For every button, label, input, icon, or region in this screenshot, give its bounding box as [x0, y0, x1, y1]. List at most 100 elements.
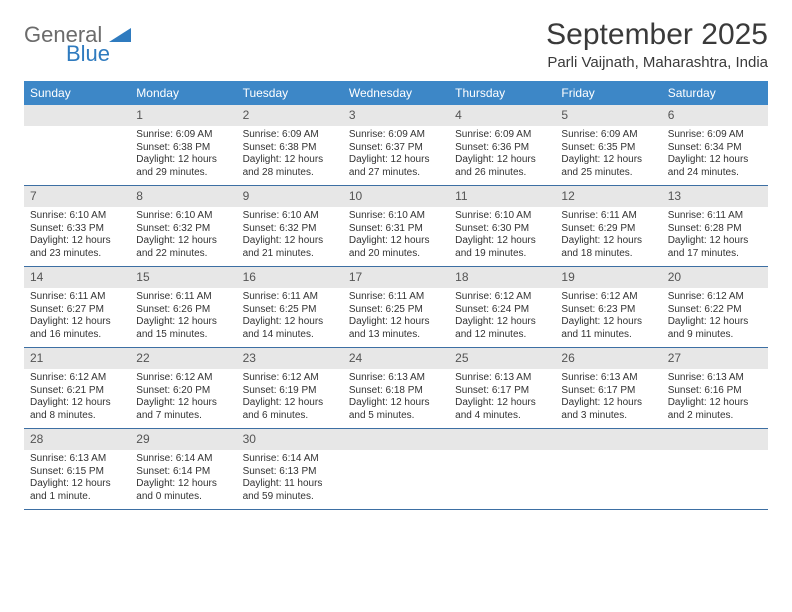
- day-body: Sunrise: 6:09 AMSunset: 6:34 PMDaylight:…: [662, 126, 768, 185]
- day-cell: 8Sunrise: 6:10 AMSunset: 6:32 PMDaylight…: [130, 186, 236, 266]
- day-number: 12: [555, 186, 661, 207]
- sunrise-text: Sunrise: 6:09 AM: [243, 129, 337, 142]
- daylight-text: Daylight: 12 hours and 22 minutes.: [136, 235, 230, 260]
- daylight-text: Daylight: 12 hours and 6 minutes.: [243, 397, 337, 422]
- sunrise-text: Sunrise: 6:10 AM: [243, 210, 337, 223]
- day-cell: 29Sunrise: 6:14 AMSunset: 6:14 PMDayligh…: [130, 429, 236, 509]
- day-cell: 1Sunrise: 6:09 AMSunset: 6:38 PMDaylight…: [130, 105, 236, 185]
- day-number: 5: [555, 105, 661, 126]
- day-number: 1: [130, 105, 236, 126]
- sunset-text: Sunset: 6:30 PM: [455, 223, 549, 236]
- day-body: Sunrise: 6:11 AMSunset: 6:25 PMDaylight:…: [343, 288, 449, 347]
- daylight-text: Daylight: 11 hours and 59 minutes.: [243, 478, 337, 503]
- day-cell: 28Sunrise: 6:13 AMSunset: 6:15 PMDayligh…: [24, 429, 130, 509]
- day-number: 26: [555, 348, 661, 369]
- day-body: Sunrise: 6:13 AMSunset: 6:15 PMDaylight:…: [24, 450, 130, 509]
- day-number: [555, 429, 661, 450]
- day-body: Sunrise: 6:10 AMSunset: 6:30 PMDaylight:…: [449, 207, 555, 266]
- day-body: Sunrise: 6:09 AMSunset: 6:35 PMDaylight:…: [555, 126, 661, 185]
- sunrise-text: Sunrise: 6:09 AM: [455, 129, 549, 142]
- daylight-text: Daylight: 12 hours and 21 minutes.: [243, 235, 337, 260]
- sunrise-text: Sunrise: 6:11 AM: [668, 210, 762, 223]
- daylight-text: Daylight: 12 hours and 19 minutes.: [455, 235, 549, 260]
- sunrise-text: Sunrise: 6:11 AM: [243, 291, 337, 304]
- daylight-text: Daylight: 12 hours and 7 minutes.: [136, 397, 230, 422]
- day-number: 19: [555, 267, 661, 288]
- daylight-text: Daylight: 12 hours and 5 minutes.: [349, 397, 443, 422]
- day-number: 18: [449, 267, 555, 288]
- day-number: 14: [24, 267, 130, 288]
- daylight-text: Daylight: 12 hours and 4 minutes.: [455, 397, 549, 422]
- day-number: 2: [237, 105, 343, 126]
- sunset-text: Sunset: 6:28 PM: [668, 223, 762, 236]
- day-cell: 12Sunrise: 6:11 AMSunset: 6:29 PMDayligh…: [555, 186, 661, 266]
- logo: General Blue: [24, 24, 131, 65]
- sunrise-text: Sunrise: 6:12 AM: [30, 372, 124, 385]
- day-number: 29: [130, 429, 236, 450]
- sunrise-text: Sunrise: 6:10 AM: [349, 210, 443, 223]
- sunrise-text: Sunrise: 6:09 AM: [349, 129, 443, 142]
- day-body: Sunrise: 6:09 AMSunset: 6:37 PMDaylight:…: [343, 126, 449, 185]
- sunset-text: Sunset: 6:23 PM: [561, 304, 655, 317]
- day-number: 28: [24, 429, 130, 450]
- day-number: 16: [237, 267, 343, 288]
- daylight-text: Daylight: 12 hours and 8 minutes.: [30, 397, 124, 422]
- day-body: Sunrise: 6:11 AMSunset: 6:27 PMDaylight:…: [24, 288, 130, 347]
- day-body: Sunrise: 6:12 AMSunset: 6:20 PMDaylight:…: [130, 369, 236, 428]
- day-cell: 3Sunrise: 6:09 AMSunset: 6:37 PMDaylight…: [343, 105, 449, 185]
- sunset-text: Sunset: 6:15 PM: [30, 466, 124, 479]
- page-subtitle: Parli Vaijnath, Maharashtra, India: [546, 54, 768, 71]
- daylight-text: Daylight: 12 hours and 11 minutes.: [561, 316, 655, 341]
- day-cell: [343, 429, 449, 509]
- sunrise-text: Sunrise: 6:11 AM: [561, 210, 655, 223]
- day-number: [449, 429, 555, 450]
- day-cell: 13Sunrise: 6:11 AMSunset: 6:28 PMDayligh…: [662, 186, 768, 266]
- day-cell: 9Sunrise: 6:10 AMSunset: 6:32 PMDaylight…: [237, 186, 343, 266]
- week-row: 1Sunrise: 6:09 AMSunset: 6:38 PMDaylight…: [24, 105, 768, 186]
- sunset-text: Sunset: 6:20 PM: [136, 385, 230, 398]
- day-body: Sunrise: 6:10 AMSunset: 6:33 PMDaylight:…: [24, 207, 130, 266]
- day-cell: 18Sunrise: 6:12 AMSunset: 6:24 PMDayligh…: [449, 267, 555, 347]
- sunrise-text: Sunrise: 6:12 AM: [243, 372, 337, 385]
- day-body: Sunrise: 6:13 AMSunset: 6:18 PMDaylight:…: [343, 369, 449, 428]
- daylight-text: Daylight: 12 hours and 24 minutes.: [668, 154, 762, 179]
- day-number: 4: [449, 105, 555, 126]
- daylight-text: Daylight: 12 hours and 9 minutes.: [668, 316, 762, 341]
- day-cell: 23Sunrise: 6:12 AMSunset: 6:19 PMDayligh…: [237, 348, 343, 428]
- sunrise-text: Sunrise: 6:10 AM: [136, 210, 230, 223]
- day-number: 27: [662, 348, 768, 369]
- sunset-text: Sunset: 6:29 PM: [561, 223, 655, 236]
- sunset-text: Sunset: 6:26 PM: [136, 304, 230, 317]
- day-cell: 7Sunrise: 6:10 AMSunset: 6:33 PMDaylight…: [24, 186, 130, 266]
- sunrise-text: Sunrise: 6:10 AM: [455, 210, 549, 223]
- day-cell: 4Sunrise: 6:09 AMSunset: 6:36 PMDaylight…: [449, 105, 555, 185]
- weekday-wed: Wednesday: [343, 81, 449, 105]
- day-cell: 19Sunrise: 6:12 AMSunset: 6:23 PMDayligh…: [555, 267, 661, 347]
- sunset-text: Sunset: 6:33 PM: [30, 223, 124, 236]
- day-number: 7: [24, 186, 130, 207]
- day-cell: 24Sunrise: 6:13 AMSunset: 6:18 PMDayligh…: [343, 348, 449, 428]
- sunrise-text: Sunrise: 6:11 AM: [136, 291, 230, 304]
- sunset-text: Sunset: 6:37 PM: [349, 142, 443, 155]
- sunset-text: Sunset: 6:21 PM: [30, 385, 124, 398]
- sunrise-text: Sunrise: 6:12 AM: [136, 372, 230, 385]
- day-number: 13: [662, 186, 768, 207]
- day-body: Sunrise: 6:13 AMSunset: 6:17 PMDaylight:…: [449, 369, 555, 428]
- day-body: Sunrise: 6:10 AMSunset: 6:31 PMDaylight:…: [343, 207, 449, 266]
- sunrise-text: Sunrise: 6:13 AM: [30, 453, 124, 466]
- sunrise-text: Sunrise: 6:10 AM: [30, 210, 124, 223]
- sunrise-text: Sunrise: 6:12 AM: [455, 291, 549, 304]
- day-cell: 20Sunrise: 6:12 AMSunset: 6:22 PMDayligh…: [662, 267, 768, 347]
- page-title: September 2025: [546, 18, 768, 52]
- day-cell: 27Sunrise: 6:13 AMSunset: 6:16 PMDayligh…: [662, 348, 768, 428]
- sunrise-text: Sunrise: 6:09 AM: [561, 129, 655, 142]
- daylight-text: Daylight: 12 hours and 25 minutes.: [561, 154, 655, 179]
- day-number: 11: [449, 186, 555, 207]
- day-cell: 10Sunrise: 6:10 AMSunset: 6:31 PMDayligh…: [343, 186, 449, 266]
- weekday-thu: Thursday: [449, 81, 555, 105]
- sunset-text: Sunset: 6:25 PM: [349, 304, 443, 317]
- day-body: Sunrise: 6:12 AMSunset: 6:23 PMDaylight:…: [555, 288, 661, 347]
- week-row: 14Sunrise: 6:11 AMSunset: 6:27 PMDayligh…: [24, 267, 768, 348]
- day-cell: 6Sunrise: 6:09 AMSunset: 6:34 PMDaylight…: [662, 105, 768, 185]
- day-body: Sunrise: 6:10 AMSunset: 6:32 PMDaylight:…: [237, 207, 343, 266]
